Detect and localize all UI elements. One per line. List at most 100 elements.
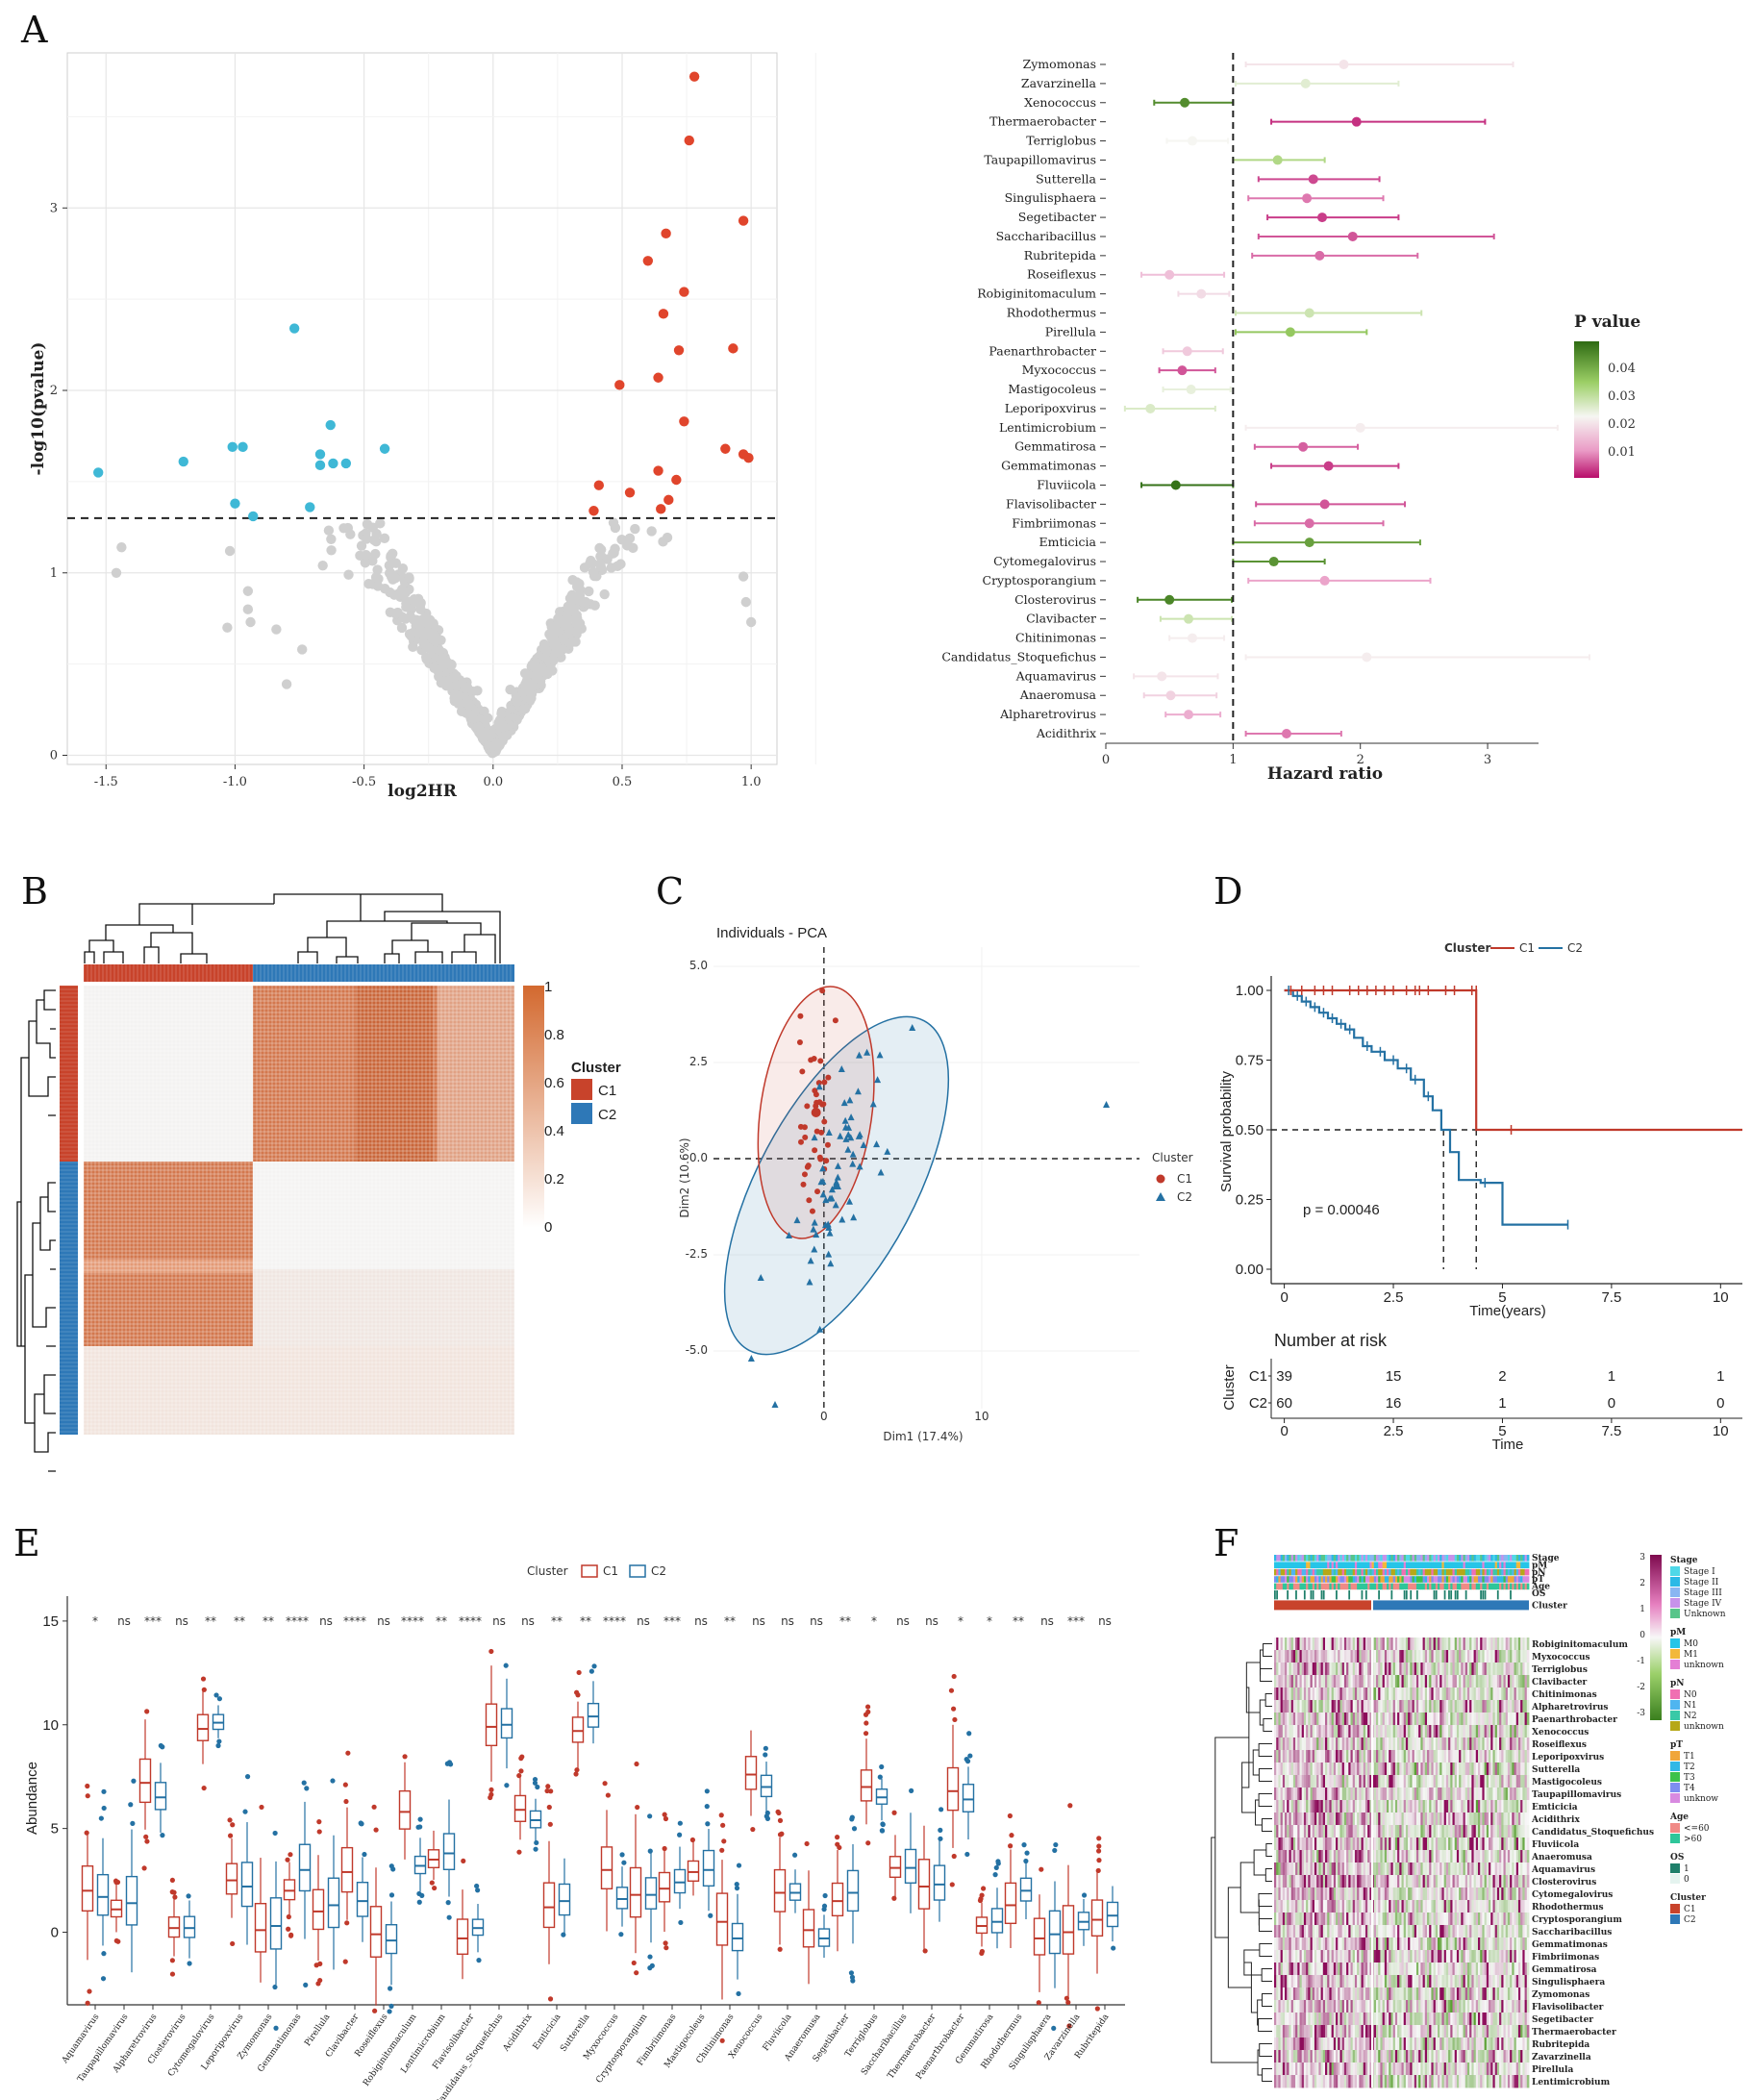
heatmap-f-annotation-cell bbox=[1410, 1583, 1413, 1590]
heatmap-f-cell bbox=[1408, 1725, 1411, 1738]
heatmap-f-cell bbox=[1301, 1762, 1305, 1776]
volcano-point-ns bbox=[396, 622, 408, 634]
heatmap-f-cell bbox=[1367, 1725, 1370, 1738]
heatmap-f-cell bbox=[1466, 1638, 1470, 1651]
volcano-point-down bbox=[340, 458, 352, 469]
heatmap-f-cell bbox=[1439, 1750, 1442, 1763]
pca-point-c2 bbox=[834, 1173, 841, 1181]
heatmap-f-cell bbox=[1346, 1638, 1349, 1651]
heatmap-f-cell bbox=[1382, 1700, 1386, 1713]
heatmap-f-cell bbox=[1292, 1675, 1296, 1688]
heatmap-f-cell bbox=[1350, 1788, 1354, 1801]
heatmap-f-cell bbox=[1364, 1712, 1368, 1726]
heatmap-f-cell bbox=[1486, 1700, 1489, 1713]
box-c1-outlier bbox=[635, 1804, 640, 1811]
heatmap-f-cell bbox=[1308, 1675, 1311, 1688]
heatmap-f-cell bbox=[1492, 1762, 1496, 1776]
heatmap-f-cell bbox=[1429, 1788, 1432, 1801]
heatmap-f-cell bbox=[1427, 1650, 1430, 1663]
heatmap-f-cell bbox=[1403, 1725, 1407, 1738]
boxplot-significance: ns bbox=[521, 1614, 535, 1628]
heatmap-f-cell bbox=[1507, 1750, 1511, 1763]
heatmap-f-cell bbox=[1314, 1638, 1317, 1651]
forest-row-label: Xenococcus bbox=[1024, 95, 1096, 110]
box-c2-outlier bbox=[100, 1976, 107, 1982]
heatmap-f-annotation-cell bbox=[1489, 1562, 1491, 1568]
heatmap-f-cell bbox=[1512, 1650, 1514, 1663]
heatmap-f-annotation-cell bbox=[1461, 1568, 1464, 1576]
pca-point-c1 bbox=[824, 1141, 831, 1148]
heatmap-f-cell bbox=[1397, 1762, 1400, 1776]
heatmap-f-cell bbox=[1348, 1662, 1351, 1676]
heatmap-f-cell bbox=[1408, 1800, 1411, 1813]
heatmap-f-annotation-cell bbox=[1445, 1562, 1449, 1568]
heatmap-f-cell bbox=[1405, 1700, 1409, 1713]
heatmap-f-annotation-cell bbox=[1448, 1583, 1451, 1590]
heatmap-f-cell bbox=[1420, 1725, 1423, 1738]
pca-xtick-label: 10 bbox=[974, 1410, 989, 1423]
heatmap-f-cell bbox=[1503, 1738, 1507, 1751]
heatmap-f-cell bbox=[1408, 1675, 1411, 1688]
heatmap-f-annotation-cell bbox=[1350, 1562, 1354, 1568]
heatmap-f-cell bbox=[1445, 1800, 1449, 1813]
boxplot-significance: ** bbox=[234, 1614, 245, 1628]
heatmap-f-cell bbox=[1492, 1700, 1496, 1713]
heatmap-f-cell bbox=[1486, 1662, 1489, 1676]
pca-point-c1 bbox=[799, 1068, 806, 1075]
box-c2-outlier bbox=[533, 1846, 538, 1852]
heatmap-f-cell bbox=[1441, 1662, 1445, 1676]
heatmap-f-cell bbox=[1318, 1675, 1321, 1688]
heatmap-f-annotation-cell bbox=[1418, 1555, 1421, 1562]
heatmap-f-annotation-cell bbox=[1427, 1568, 1430, 1576]
heatmap-f-annotation-cell bbox=[1478, 1555, 1481, 1562]
heatmap-f-cell bbox=[1376, 1712, 1379, 1726]
heatmap-f-annotation-cell bbox=[1471, 1568, 1474, 1576]
heatmap-f-cell bbox=[1359, 1762, 1362, 1776]
heatmap-f-cell bbox=[1327, 1762, 1330, 1776]
volcano-point-ns bbox=[404, 572, 414, 583]
heatmap-f-cell bbox=[1489, 1675, 1491, 1688]
forest-row-label: Sutterella bbox=[1036, 171, 1096, 186]
heatmap-f-cell bbox=[1496, 1800, 1500, 1813]
heatmap-f-annotation-cell bbox=[1369, 1555, 1372, 1562]
heatmap-f-cell bbox=[1441, 1712, 1445, 1726]
box-c1 bbox=[802, 1909, 815, 1948]
pca-point-c2 bbox=[806, 1278, 813, 1286]
heatmap-f-annotation-cell bbox=[1524, 1562, 1528, 1568]
heatmap-b-scale-label: 0.2 bbox=[544, 1171, 564, 1188]
heatmap-f-cell bbox=[1415, 1638, 1419, 1651]
heatmap-f-cell bbox=[1464, 1662, 1468, 1676]
pca-point-c1 bbox=[815, 1080, 822, 1087]
heatmap-f-annotation-cell bbox=[1480, 1562, 1483, 1568]
heatmap-f-cell bbox=[1489, 1762, 1491, 1776]
heatmap-f-cell bbox=[1464, 1788, 1468, 1801]
heatmap-f-cell bbox=[1280, 1750, 1284, 1763]
heatmap-f-cell bbox=[1496, 1700, 1500, 1713]
heatmap-f-cell bbox=[1382, 1762, 1386, 1776]
box-c1-outlier bbox=[546, 1804, 552, 1811]
box-c1 bbox=[398, 1789, 412, 1830]
box-c2-outlier bbox=[647, 1965, 653, 1971]
heatmap-f-cell bbox=[1429, 1762, 1432, 1776]
heatmap-f-cell bbox=[1394, 1762, 1398, 1776]
heatmap-f-cell bbox=[1414, 1750, 1417, 1763]
heatmap-f-annotation-cell bbox=[1303, 1583, 1307, 1590]
box-c1-outlier bbox=[144, 1709, 150, 1714]
heatmap-f-cell bbox=[1484, 1638, 1488, 1651]
heatmap-f-os-mark bbox=[1310, 1590, 1313, 1600]
heatmap-f-annotation-cell bbox=[1287, 1576, 1289, 1583]
heatmap-f-annotation-cell bbox=[1435, 1562, 1439, 1568]
heatmap-f-annotation-cell bbox=[1503, 1583, 1507, 1590]
forest-row-label: Aquamavirus bbox=[1015, 668, 1096, 683]
heatmap-f-cell bbox=[1299, 1762, 1303, 1776]
heatmap-f-cell bbox=[1456, 1750, 1460, 1763]
heatmap-f-cell bbox=[1378, 1775, 1381, 1788]
heatmap-f-cell bbox=[1524, 1775, 1528, 1788]
volcano-point-ns bbox=[408, 627, 419, 638]
heatmap-f-cell bbox=[1336, 1725, 1339, 1738]
box-c2-outlier bbox=[705, 1821, 711, 1827]
heatmap-f-cell bbox=[1403, 1762, 1407, 1776]
heatmap-f-cell bbox=[1501, 1700, 1504, 1713]
heatmap-f-os-mark bbox=[1322, 1590, 1325, 1600]
heatmap-f-annotation-cell bbox=[1492, 1576, 1496, 1583]
